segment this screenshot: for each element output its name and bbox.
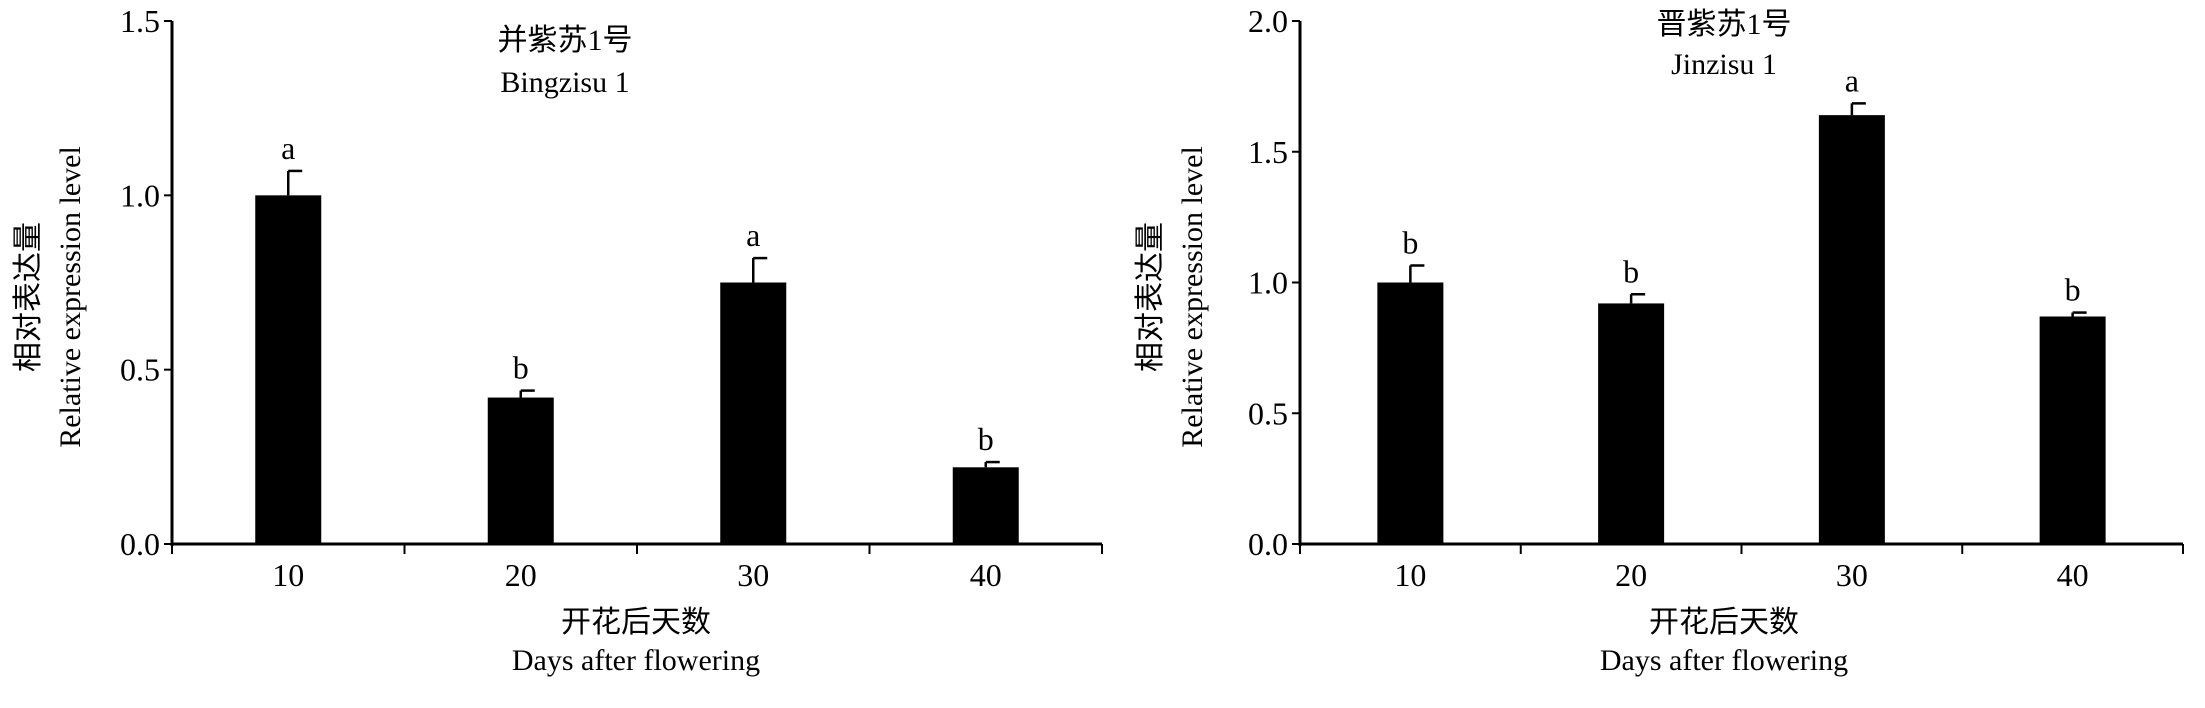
- chart-jinzisu: 晋紫苏1号 Jinzisu 1 相对表达量 Relative expressio…: [1134, 3, 2184, 677]
- significance-label: a: [281, 130, 295, 166]
- y-tick-label: 0.5: [120, 352, 160, 388]
- y-tick-label: 1.0: [1248, 265, 1288, 301]
- y-tick-label: 1.5: [1248, 134, 1288, 170]
- significance-label: b: [513, 350, 529, 386]
- x-tick-label: 10: [272, 557, 304, 593]
- bar: [720, 282, 787, 544]
- y-axis-label-zh: 相对表达量: [1134, 222, 1167, 372]
- significance-label: a: [746, 217, 760, 253]
- y-axis-label-zh: 相对表达量: [12, 222, 45, 372]
- y-tick-label: 0.0: [120, 526, 160, 562]
- bar: [952, 467, 1019, 544]
- x-tick-label: 40: [970, 557, 1002, 593]
- x-tick-label: 20: [1615, 557, 1647, 593]
- significance-label: b: [1402, 225, 1418, 261]
- y-tick-label: 1.0: [120, 177, 160, 213]
- chart-title: 并紫苏1号: [498, 24, 633, 57]
- y-tick-label: 0.5: [1248, 395, 1288, 431]
- x-axis-label-zh: 开花后天数: [561, 606, 711, 639]
- bar: [2039, 316, 2106, 544]
- bar: [1818, 115, 1885, 544]
- x-tick-label: 20: [505, 557, 537, 593]
- y-axis-label-en: Relative expression level: [54, 146, 87, 448]
- bar: [1598, 303, 1665, 544]
- significance-label: b: [978, 421, 994, 457]
- chart-bingzisu: 并紫苏1号 Bingzisu 1 相对表达量 Relative expressi…: [12, 3, 1103, 677]
- significance-label: b: [1623, 253, 1639, 289]
- significance-label: a: [1845, 62, 1859, 98]
- x-axis-label-zh: 开花后天数: [1649, 606, 1799, 639]
- x-axis-label-en: Days after flowering: [512, 644, 760, 677]
- x-tick-label: 30: [737, 557, 769, 593]
- y-tick-label: 0.0: [1248, 526, 1288, 562]
- x-tick-label: 30: [1836, 557, 1868, 593]
- bar: [1377, 282, 1444, 544]
- x-axis-label-en: Days after flowering: [1600, 644, 1848, 677]
- chart-subtitle: Bingzisu 1: [500, 66, 629, 99]
- significance-label: b: [2065, 272, 2081, 308]
- x-tick-label: 10: [1394, 557, 1426, 593]
- y-tick-label: 1.5: [120, 3, 160, 39]
- y-axis-label-en: Relative expression level: [1176, 146, 1209, 448]
- y-tick-label: 2.0: [1248, 3, 1288, 39]
- bar: [255, 195, 322, 545]
- chart-title: 晋紫苏1号: [1657, 8, 1792, 41]
- bar: [487, 397, 554, 544]
- chart-subtitle: Jinzisu 1: [1671, 48, 1777, 81]
- x-tick-label: 40: [2057, 557, 2089, 593]
